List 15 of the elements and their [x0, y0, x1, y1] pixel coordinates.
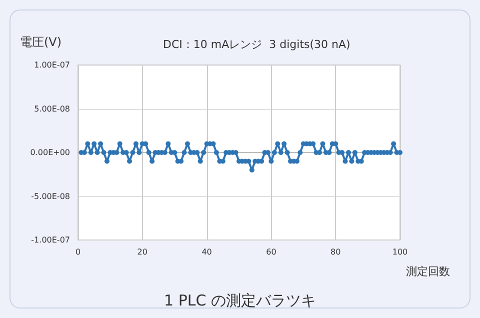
x-tick-label: 60: [266, 248, 276, 256]
y-tick-label: 1.00E-07: [34, 60, 70, 70]
x-tick-label: 40: [202, 248, 212, 256]
x-tick-label: 100: [392, 248, 408, 256]
x-axis-title: 測定回数: [406, 265, 450, 278]
x-tick-label: 80: [330, 248, 341, 256]
chart-title: DCI：10 mAレンジ 3 digits(30 nA): [163, 38, 350, 51]
y-tick-label: 0.00E+00: [30, 148, 70, 157]
x-tick-label: 20: [137, 248, 148, 256]
y-tick-label: 5.00E-08: [34, 104, 70, 114]
y-tick-label: -5.00E-08: [31, 192, 70, 201]
text: 1 PLC の測定バラツキ: [164, 292, 316, 310]
x-tick-label: 0: [75, 248, 81, 256]
y-axis-title: 電圧(V): [20, 35, 62, 49]
y-tick-label: -1.00E-07: [31, 236, 70, 244]
